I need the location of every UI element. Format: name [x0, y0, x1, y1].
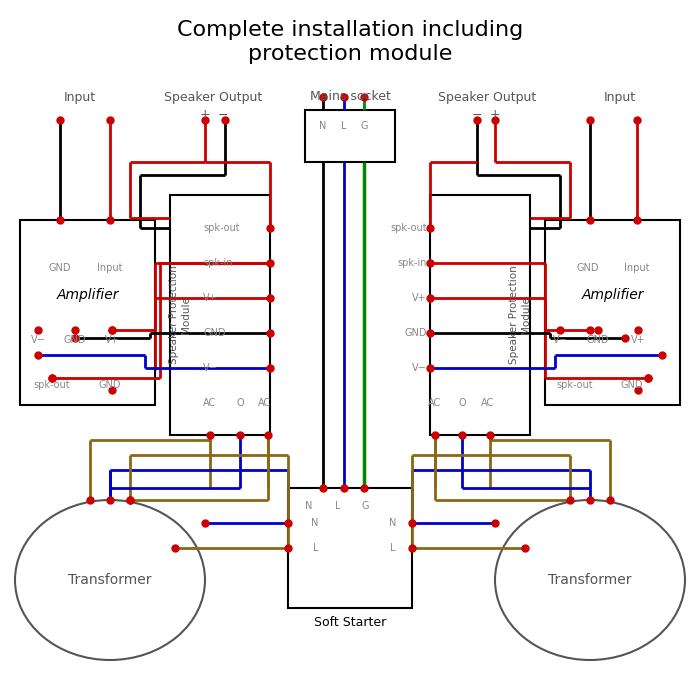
Text: Input: Input — [624, 263, 650, 273]
Text: V−: V− — [31, 335, 46, 345]
Text: L: L — [335, 501, 341, 511]
Ellipse shape — [15, 500, 205, 660]
Text: AC: AC — [482, 398, 495, 408]
Text: Amplifier: Amplifier — [581, 288, 644, 302]
Text: GND: GND — [49, 263, 71, 273]
Text: GND: GND — [64, 335, 86, 345]
Text: +: + — [490, 108, 500, 122]
Text: N: N — [319, 121, 327, 131]
Text: spk-out: spk-out — [391, 223, 427, 233]
Text: +: + — [199, 108, 210, 122]
Text: −: − — [472, 108, 482, 122]
Text: Transformer: Transformer — [69, 573, 152, 587]
Text: AC: AC — [428, 398, 442, 408]
Bar — [170, 195, 270, 435]
Bar — [20, 220, 155, 405]
Text: AC: AC — [204, 398, 216, 408]
Text: Complete installation including
protection module: Complete installation including protecti… — [177, 20, 523, 64]
Text: spk-out: spk-out — [34, 380, 70, 390]
Bar — [545, 220, 680, 405]
Text: Input: Input — [64, 90, 96, 104]
Text: L: L — [391, 543, 395, 553]
Text: GND: GND — [587, 335, 609, 345]
Text: V−: V− — [203, 363, 218, 373]
Ellipse shape — [495, 500, 685, 660]
Text: Speaker Protection
Module: Speaker Protection Module — [509, 265, 531, 365]
Text: N: N — [311, 518, 318, 528]
Text: G: G — [361, 501, 369, 511]
Text: AC: AC — [258, 398, 272, 408]
Text: Input: Input — [604, 90, 636, 104]
Text: Mains socket: Mains socket — [309, 90, 391, 104]
Bar — [305, 110, 395, 162]
Text: Soft Starter: Soft Starter — [314, 615, 386, 629]
Text: Speaker Output: Speaker Output — [164, 90, 262, 104]
Text: N: N — [389, 518, 397, 528]
Text: Transformer: Transformer — [548, 573, 631, 587]
Text: V+: V+ — [412, 293, 427, 303]
Text: GND: GND — [405, 328, 427, 338]
Text: O: O — [458, 398, 466, 408]
Text: V+: V+ — [631, 335, 645, 345]
Text: GND: GND — [99, 380, 121, 390]
Text: spk-out: spk-out — [203, 223, 239, 233]
Text: V−: V− — [552, 335, 568, 345]
Text: O: O — [236, 398, 244, 408]
Text: spk-out: spk-out — [556, 380, 594, 390]
Text: L: L — [342, 121, 346, 131]
Text: V+: V+ — [203, 293, 218, 303]
Text: GND: GND — [203, 328, 225, 338]
Text: −: − — [218, 108, 228, 122]
Text: N: N — [305, 501, 313, 511]
Text: spk-in: spk-in — [203, 258, 232, 268]
Bar — [288, 488, 412, 608]
Text: V−: V− — [412, 363, 427, 373]
Text: spk-in: spk-in — [398, 258, 427, 268]
Text: L: L — [312, 543, 318, 553]
Bar — [430, 195, 530, 435]
Text: Speaker Output: Speaker Output — [438, 90, 536, 104]
Text: GND: GND — [621, 380, 643, 390]
Text: Speaker Protection
Module: Speaker Protection Module — [169, 265, 191, 365]
Text: Amplifier: Amplifier — [56, 288, 119, 302]
Text: V+: V+ — [105, 335, 119, 345]
Text: GND: GND — [577, 263, 599, 273]
Text: Input: Input — [97, 263, 122, 273]
Text: G: G — [360, 121, 368, 131]
